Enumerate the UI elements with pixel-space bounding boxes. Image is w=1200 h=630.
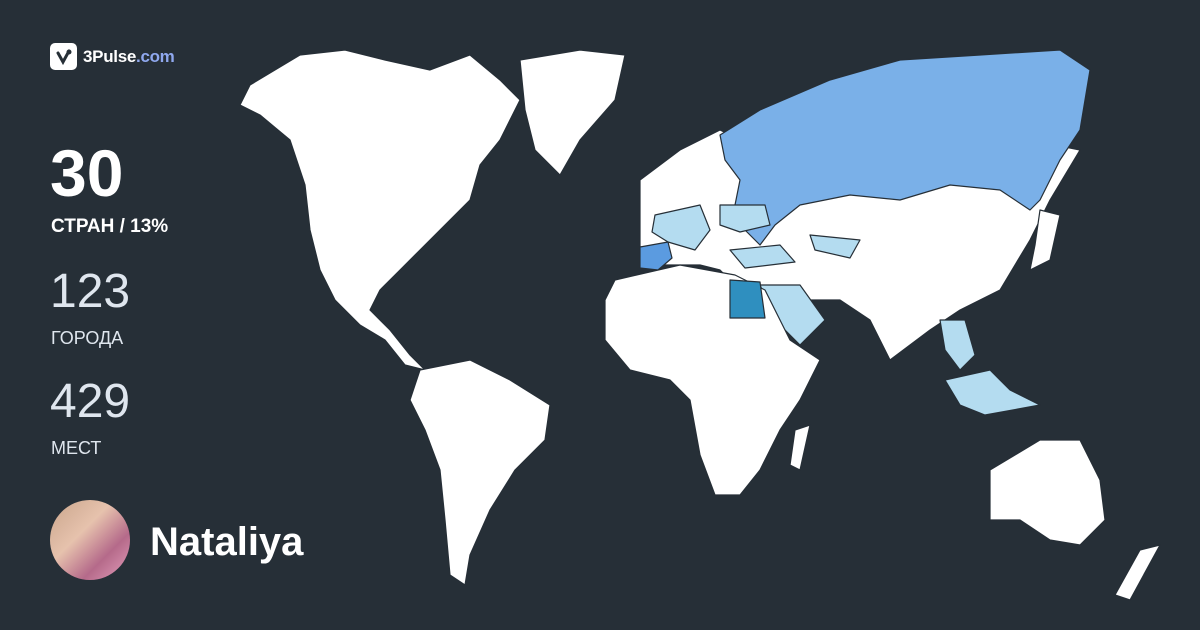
avatar[interactable]	[50, 500, 130, 580]
country-turkey	[729, 244, 796, 269]
cities-count: 123	[50, 265, 131, 318]
country-indonesia	[944, 369, 1041, 416]
pulse-check-icon	[50, 43, 77, 70]
logo[interactable]: 3Pulse.com	[50, 43, 175, 70]
australia	[989, 439, 1106, 546]
country-uzbekistan	[809, 234, 861, 259]
country-spain	[639, 241, 673, 271]
madagascar	[789, 424, 811, 471]
cities-label: ГОРОДА	[51, 328, 124, 348]
user-name: Nataliya	[150, 520, 304, 564]
country-egypt	[729, 279, 766, 319]
countries-count: 30	[50, 136, 124, 210]
japan	[1029, 209, 1061, 271]
places-count: 429	[50, 375, 131, 428]
north-america	[239, 49, 521, 371]
logo-text: 3Pulse.com	[83, 46, 175, 66]
country-southeast-asia	[939, 319, 976, 371]
south-america	[409, 359, 551, 586]
countries-label: СТРАН / 13%	[51, 216, 169, 237]
new-zealand	[1114, 544, 1161, 601]
country-france-italy	[651, 204, 711, 251]
places-label: МЕСТ	[51, 438, 102, 458]
greenland	[519, 49, 626, 176]
country-ukraine	[719, 204, 771, 233]
